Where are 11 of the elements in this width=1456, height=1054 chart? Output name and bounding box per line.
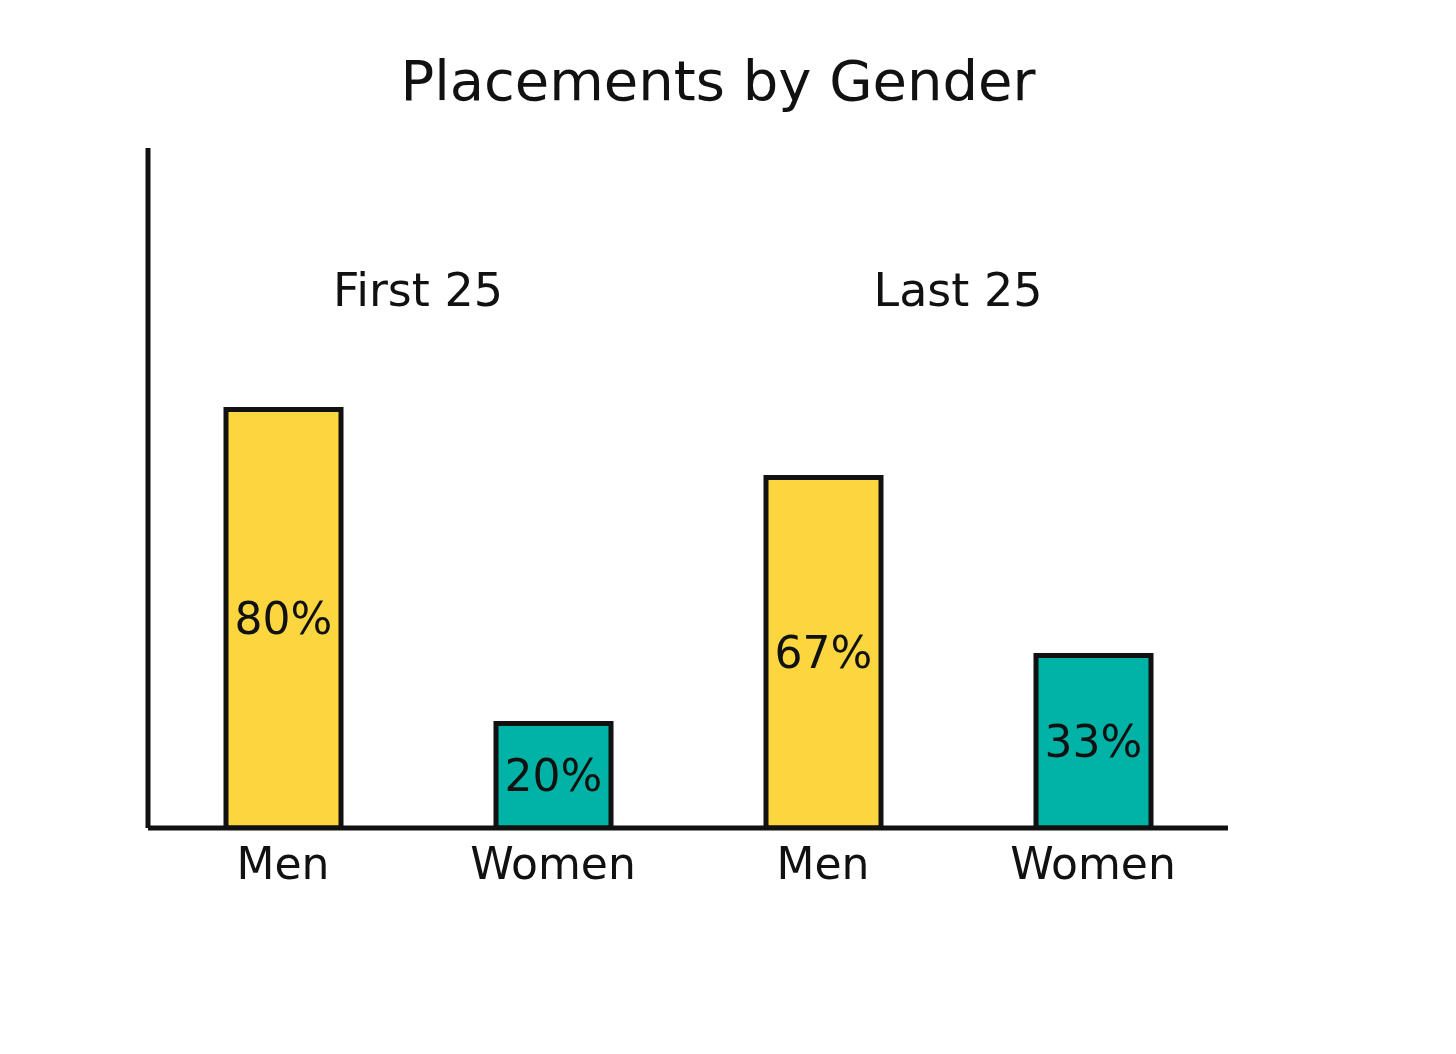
- x-tick-label: Men: [236, 838, 330, 890]
- chart-title: Placements by Gender: [399, 48, 1037, 113]
- annotation: First 25: [332, 263, 504, 317]
- data-label: 67%: [774, 627, 873, 679]
- data-label: 33%: [1044, 716, 1143, 768]
- data-label: 80%: [234, 593, 333, 645]
- data-label: 20%: [504, 750, 603, 802]
- x-tick-label: Women: [1010, 838, 1176, 890]
- x-tick-label: Men: [776, 838, 870, 890]
- x-tick-label: Women: [470, 838, 636, 890]
- annotation: Last 25: [872, 263, 1044, 317]
